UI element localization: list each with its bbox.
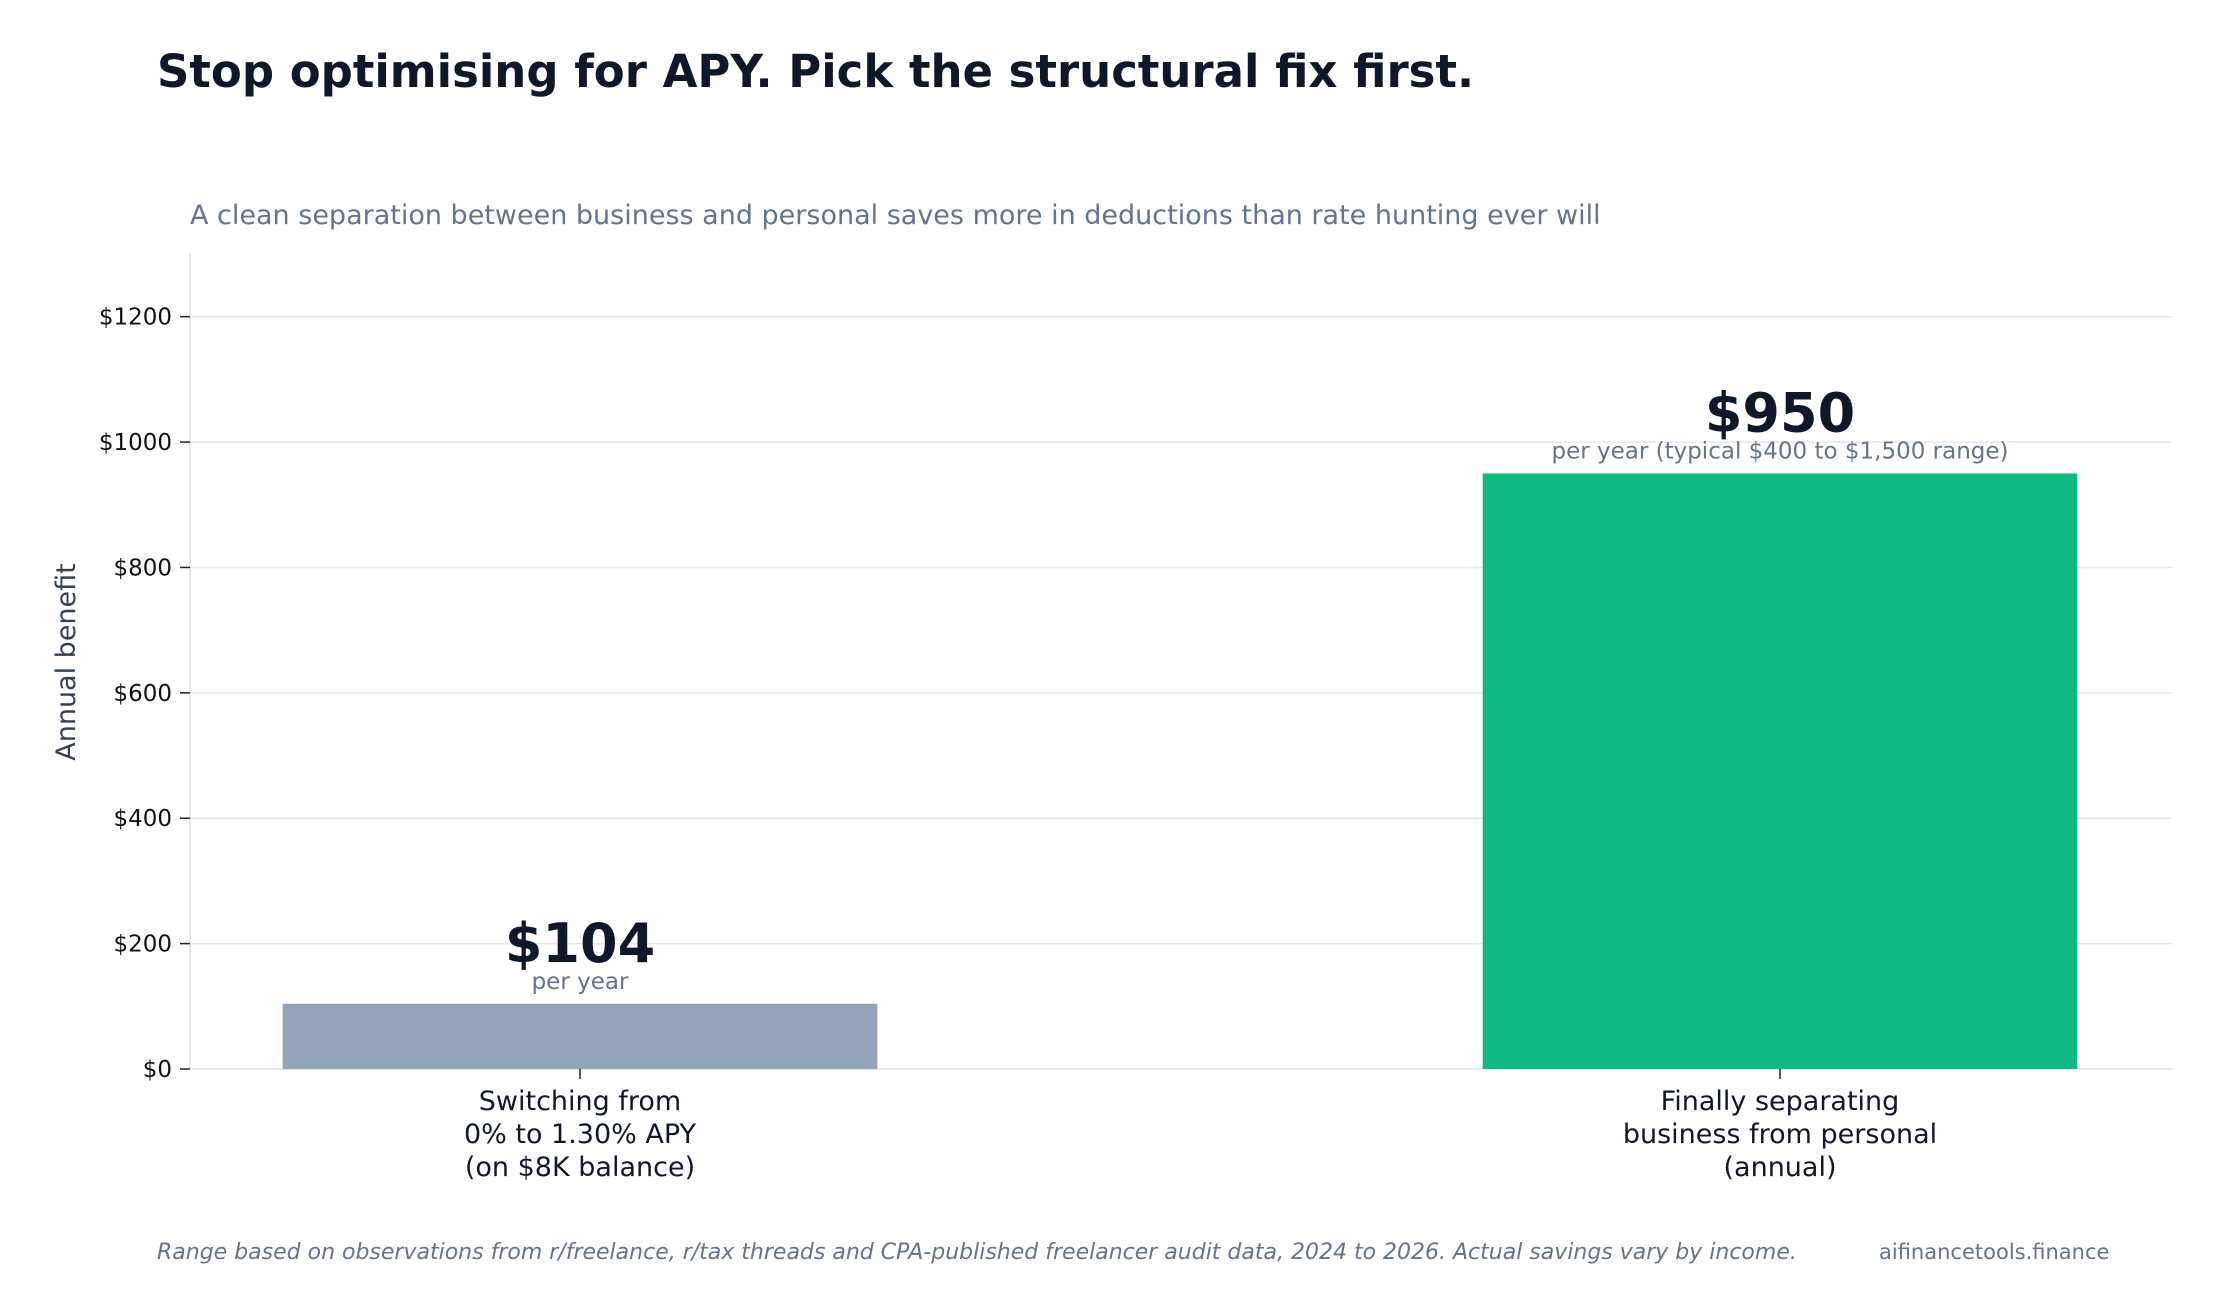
bar [282,1003,878,1069]
bars [282,473,2078,1069]
y-axis-label: Annual benefit [51,563,82,761]
x-tick-label: 0% to 1.30% APY [464,1119,697,1150]
y-tick-label: $600 [113,681,172,707]
value-label: $104 [505,912,655,975]
value-label: $950 [1705,381,1855,444]
chart-title: Stop optimising for APY. Pick the struct… [157,45,1474,98]
bar [1482,473,2078,1069]
x-tick-label: (annual) [1724,1152,1837,1183]
value-note: per year (typical $400 to $1,500 range) [1551,438,2008,464]
x-tick-label: (on $8K balance) [465,1152,695,1183]
y-tick-label: $400 [113,806,172,832]
x-tick-label: Switching from [479,1086,681,1117]
y-tick-label: $0 [143,1057,172,1083]
y-tick-label: $800 [113,555,172,581]
y-tick-label: $1000 [99,430,172,456]
footnote: Range based on observations from r/freel… [157,1240,1797,1265]
y-tick-label: $1200 [99,305,172,331]
x-tick-label: business from personal [1623,1119,1937,1150]
value-note: per year [532,969,629,995]
source-credit: aifinancetools.finance [1879,1240,2109,1264]
y-tick-label: $200 [113,932,172,958]
chart-subtitle: A clean separation between business and … [190,200,1601,231]
y-ticks: $0 $200 $400 $600 $800 $1000 $1200 [99,305,190,1083]
x-tick-label: Finally separating [1661,1086,1900,1117]
